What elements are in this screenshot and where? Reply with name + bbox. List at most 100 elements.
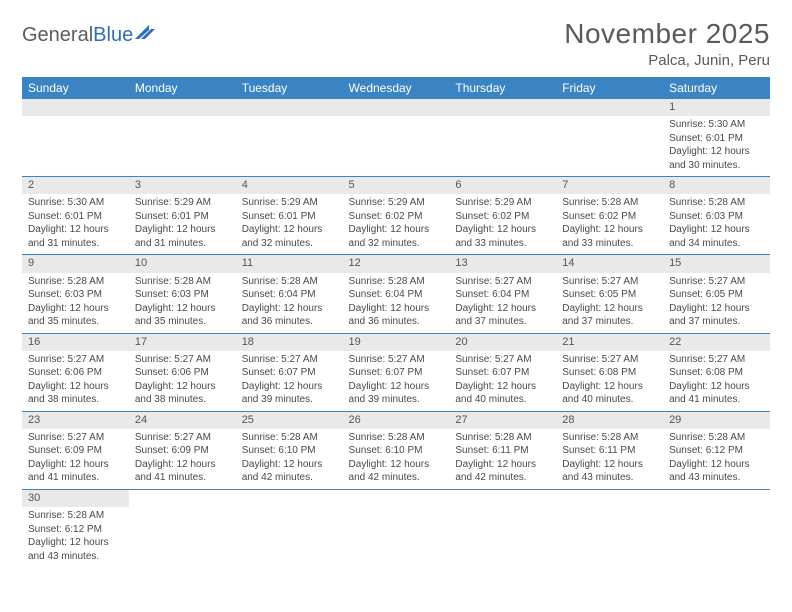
calendar-row: 30Sunrise: 5:28 AMSunset: 6:12 PMDayligh… <box>22 489 770 567</box>
day-details: Sunrise: 5:28 AMSunset: 6:03 PMDaylight:… <box>663 194 770 254</box>
calendar-cell: 10Sunrise: 5:28 AMSunset: 6:03 PMDayligh… <box>129 255 236 333</box>
month-title: November 2025 <box>564 18 770 50</box>
day-number: 20 <box>449 334 556 351</box>
day-details: Sunrise: 5:27 AMSunset: 6:08 PMDaylight:… <box>556 351 663 411</box>
day-details: Sunrise: 5:27 AMSunset: 6:07 PMDaylight:… <box>449 351 556 411</box>
logo-text-2: Blue <box>93 24 133 47</box>
calendar-cell <box>129 489 236 567</box>
day-number: 17 <box>129 334 236 351</box>
day-number-empty <box>129 99 236 116</box>
day-number: 14 <box>556 255 663 272</box>
day-details: Sunrise: 5:27 AMSunset: 6:09 PMDaylight:… <box>129 429 236 489</box>
calendar-cell <box>22 99 129 177</box>
weekday-header: Monday <box>129 77 236 99</box>
calendar-cell: 15Sunrise: 5:27 AMSunset: 6:05 PMDayligh… <box>663 255 770 333</box>
day-number-empty <box>236 99 343 116</box>
day-details: Sunrise: 5:27 AMSunset: 6:06 PMDaylight:… <box>22 351 129 411</box>
calendar-cell <box>343 99 450 177</box>
calendar-row: 9Sunrise: 5:28 AMSunset: 6:03 PMDaylight… <box>22 255 770 333</box>
weekday-header: Friday <box>556 77 663 99</box>
weekday-header-row: Sunday Monday Tuesday Wednesday Thursday… <box>22 77 770 99</box>
calendar-cell <box>236 99 343 177</box>
day-number: 8 <box>663 177 770 194</box>
calendar-body: 1Sunrise: 5:30 AMSunset: 6:01 PMDaylight… <box>22 99 770 567</box>
day-details: Sunrise: 5:28 AMSunset: 6:03 PMDaylight:… <box>129 273 236 333</box>
logo: GeneralBlue <box>22 24 157 47</box>
calendar-cell: 5Sunrise: 5:29 AMSunset: 6:02 PMDaylight… <box>343 177 450 255</box>
calendar-cell <box>343 489 450 567</box>
calendar-cell: 9Sunrise: 5:28 AMSunset: 6:03 PMDaylight… <box>22 255 129 333</box>
calendar-cell: 17Sunrise: 5:27 AMSunset: 6:06 PMDayligh… <box>129 333 236 411</box>
day-number: 7 <box>556 177 663 194</box>
day-details: Sunrise: 5:27 AMSunset: 6:04 PMDaylight:… <box>449 273 556 333</box>
day-number-empty <box>556 99 663 116</box>
day-number: 30 <box>22 490 129 507</box>
day-number: 16 <box>22 334 129 351</box>
day-details: Sunrise: 5:29 AMSunset: 6:01 PMDaylight:… <box>129 194 236 254</box>
calendar-cell <box>556 99 663 177</box>
day-number: 26 <box>343 412 450 429</box>
weekday-header: Tuesday <box>236 77 343 99</box>
day-number: 27 <box>449 412 556 429</box>
day-number: 21 <box>556 334 663 351</box>
day-details: Sunrise: 5:28 AMSunset: 6:04 PMDaylight:… <box>236 273 343 333</box>
weekday-header: Wednesday <box>343 77 450 99</box>
calendar-cell: 30Sunrise: 5:28 AMSunset: 6:12 PMDayligh… <box>22 489 129 567</box>
day-details: Sunrise: 5:27 AMSunset: 6:07 PMDaylight:… <box>236 351 343 411</box>
calendar-cell: 4Sunrise: 5:29 AMSunset: 6:01 PMDaylight… <box>236 177 343 255</box>
day-number-empty <box>449 99 556 116</box>
calendar-row: 23Sunrise: 5:27 AMSunset: 6:09 PMDayligh… <box>22 411 770 489</box>
day-number: 5 <box>343 177 450 194</box>
day-number: 24 <box>129 412 236 429</box>
day-number: 22 <box>663 334 770 351</box>
logo-text-1: General <box>22 24 93 47</box>
day-number: 1 <box>663 99 770 116</box>
calendar-table: Sunday Monday Tuesday Wednesday Thursday… <box>22 77 770 567</box>
calendar-cell: 16Sunrise: 5:27 AMSunset: 6:06 PMDayligh… <box>22 333 129 411</box>
day-number-empty <box>343 99 450 116</box>
day-number: 11 <box>236 255 343 272</box>
day-number: 29 <box>663 412 770 429</box>
header: GeneralBlue November 2025 Palca, Junin, … <box>22 18 770 69</box>
calendar-cell: 13Sunrise: 5:27 AMSunset: 6:04 PMDayligh… <box>449 255 556 333</box>
calendar-row: 16Sunrise: 5:27 AMSunset: 6:06 PMDayligh… <box>22 333 770 411</box>
calendar-cell <box>129 99 236 177</box>
calendar-cell: 22Sunrise: 5:27 AMSunset: 6:08 PMDayligh… <box>663 333 770 411</box>
day-number: 10 <box>129 255 236 272</box>
day-details: Sunrise: 5:29 AMSunset: 6:02 PMDaylight:… <box>343 194 450 254</box>
day-number: 23 <box>22 412 129 429</box>
flag-icon <box>135 25 157 41</box>
calendar-cell: 1Sunrise: 5:30 AMSunset: 6:01 PMDaylight… <box>663 99 770 177</box>
day-number: 6 <box>449 177 556 194</box>
day-number: 13 <box>449 255 556 272</box>
calendar-cell: 24Sunrise: 5:27 AMSunset: 6:09 PMDayligh… <box>129 411 236 489</box>
calendar-cell: 3Sunrise: 5:29 AMSunset: 6:01 PMDaylight… <box>129 177 236 255</box>
day-details: Sunrise: 5:27 AMSunset: 6:06 PMDaylight:… <box>129 351 236 411</box>
calendar-cell: 21Sunrise: 5:27 AMSunset: 6:08 PMDayligh… <box>556 333 663 411</box>
calendar-cell: 12Sunrise: 5:28 AMSunset: 6:04 PMDayligh… <box>343 255 450 333</box>
day-details: Sunrise: 5:28 AMSunset: 6:10 PMDaylight:… <box>343 429 450 489</box>
day-details: Sunrise: 5:27 AMSunset: 6:07 PMDaylight:… <box>343 351 450 411</box>
calendar-cell: 28Sunrise: 5:28 AMSunset: 6:11 PMDayligh… <box>556 411 663 489</box>
calendar-cell: 23Sunrise: 5:27 AMSunset: 6:09 PMDayligh… <box>22 411 129 489</box>
location: Palca, Junin, Peru <box>564 52 770 69</box>
calendar-cell: 18Sunrise: 5:27 AMSunset: 6:07 PMDayligh… <box>236 333 343 411</box>
day-details: Sunrise: 5:28 AMSunset: 6:02 PMDaylight:… <box>556 194 663 254</box>
day-number: 3 <box>129 177 236 194</box>
day-details: Sunrise: 5:30 AMSunset: 6:01 PMDaylight:… <box>663 116 770 176</box>
day-details: Sunrise: 5:28 AMSunset: 6:12 PMDaylight:… <box>663 429 770 489</box>
day-number: 18 <box>236 334 343 351</box>
day-details: Sunrise: 5:28 AMSunset: 6:12 PMDaylight:… <box>22 507 129 567</box>
day-details: Sunrise: 5:29 AMSunset: 6:01 PMDaylight:… <box>236 194 343 254</box>
calendar-cell: 7Sunrise: 5:28 AMSunset: 6:02 PMDaylight… <box>556 177 663 255</box>
day-details: Sunrise: 5:27 AMSunset: 6:09 PMDaylight:… <box>22 429 129 489</box>
calendar-cell <box>449 99 556 177</box>
day-details: Sunrise: 5:27 AMSunset: 6:05 PMDaylight:… <box>556 273 663 333</box>
day-number: 15 <box>663 255 770 272</box>
day-number: 9 <box>22 255 129 272</box>
calendar-cell: 14Sunrise: 5:27 AMSunset: 6:05 PMDayligh… <box>556 255 663 333</box>
day-details: Sunrise: 5:28 AMSunset: 6:11 PMDaylight:… <box>449 429 556 489</box>
calendar-cell <box>556 489 663 567</box>
calendar-cell: 27Sunrise: 5:28 AMSunset: 6:11 PMDayligh… <box>449 411 556 489</box>
day-details: Sunrise: 5:29 AMSunset: 6:02 PMDaylight:… <box>449 194 556 254</box>
